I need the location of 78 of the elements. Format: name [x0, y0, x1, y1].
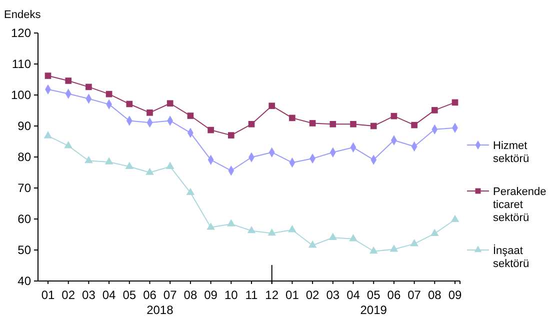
x-tick-label: 06: [387, 288, 401, 302]
x-tick-label: 07: [163, 288, 178, 302]
point: [410, 238, 418, 246]
point: [370, 122, 377, 130]
x-tick-label: 02: [62, 288, 76, 302]
x-tick-label: 07: [408, 288, 422, 302]
text: 2018: [146, 303, 174, 317]
point: [226, 219, 236, 226]
point: [369, 246, 378, 254]
x-tick-label: 05: [366, 288, 381, 302]
point: [268, 228, 276, 236]
point: [309, 120, 316, 126]
point: [268, 102, 276, 110]
x-tick-label: 04: [102, 288, 116, 302]
point: [452, 99, 458, 106]
point: [64, 141, 73, 148]
point: [228, 132, 234, 138]
point: [330, 120, 336, 128]
point: [247, 226, 256, 234]
point: [328, 232, 338, 240]
point: [84, 156, 93, 164]
point: [308, 240, 317, 248]
point: [390, 112, 398, 120]
legend-label: Hizmet sektörü: [493, 140, 530, 165]
point: [126, 100, 133, 108]
point: [146, 168, 154, 175]
point: [187, 112, 194, 119]
x-tick-label: 08: [428, 288, 442, 302]
point: [166, 162, 174, 170]
x-tick-label: 03: [82, 288, 96, 302]
point: [431, 107, 438, 114]
point: [44, 72, 52, 79]
point: [288, 225, 296, 232]
y-tick-label: 50: [18, 243, 32, 258]
y-tick-label: 110: [12, 57, 32, 72]
point: [289, 114, 296, 122]
point: [450, 214, 460, 222]
point: [186, 188, 195, 196]
x-tick-label: 10: [224, 288, 238, 302]
x-tick-label: 06: [143, 288, 157, 302]
legend-label: İnşaat sektörü: [493, 244, 530, 270]
point: [208, 126, 214, 134]
point: [65, 78, 72, 84]
x-tick-label: 02: [306, 288, 320, 302]
point: [44, 131, 52, 138]
y-tick-label: 70: [18, 181, 32, 196]
point: [248, 120, 255, 128]
point: [125, 162, 134, 170]
point: [166, 100, 174, 107]
x-tick-label: 11: [245, 288, 258, 302]
y-tick-label: 90: [18, 119, 32, 134]
point: [86, 84, 92, 90]
point: [206, 222, 215, 230]
point: [390, 244, 398, 252]
x-tick-label: 01: [286, 288, 300, 302]
x-tick-label: 09: [448, 288, 462, 302]
x-tick-label: 04: [346, 288, 360, 302]
point: [349, 234, 358, 242]
legend-label: Perakende ticaret sektörü: [493, 186, 546, 224]
y-axis-title: Endeks: [4, 9, 42, 21]
point: [430, 228, 439, 236]
x-tick-label: 05: [122, 288, 136, 302]
y-tick-label: 80: [18, 150, 32, 164]
y-tick-label: 40: [18, 274, 32, 288]
y-tick-label: 120: [10, 26, 32, 40]
y-tick-label: 60: [18, 212, 32, 226]
point: [146, 110, 153, 116]
text: 2019: [360, 303, 388, 317]
point: [411, 122, 418, 128]
x-tick-label: 08: [184, 288, 198, 302]
x-tick-label: 09: [204, 288, 218, 302]
point: [350, 120, 356, 128]
x-tick-label: 03: [326, 288, 340, 302]
point: [106, 90, 112, 98]
point: [104, 157, 114, 164]
y-tick-label: 100: [10, 88, 32, 102]
x-tick-label: 12: [265, 288, 279, 302]
x-tick-label: 01: [41, 288, 55, 302]
